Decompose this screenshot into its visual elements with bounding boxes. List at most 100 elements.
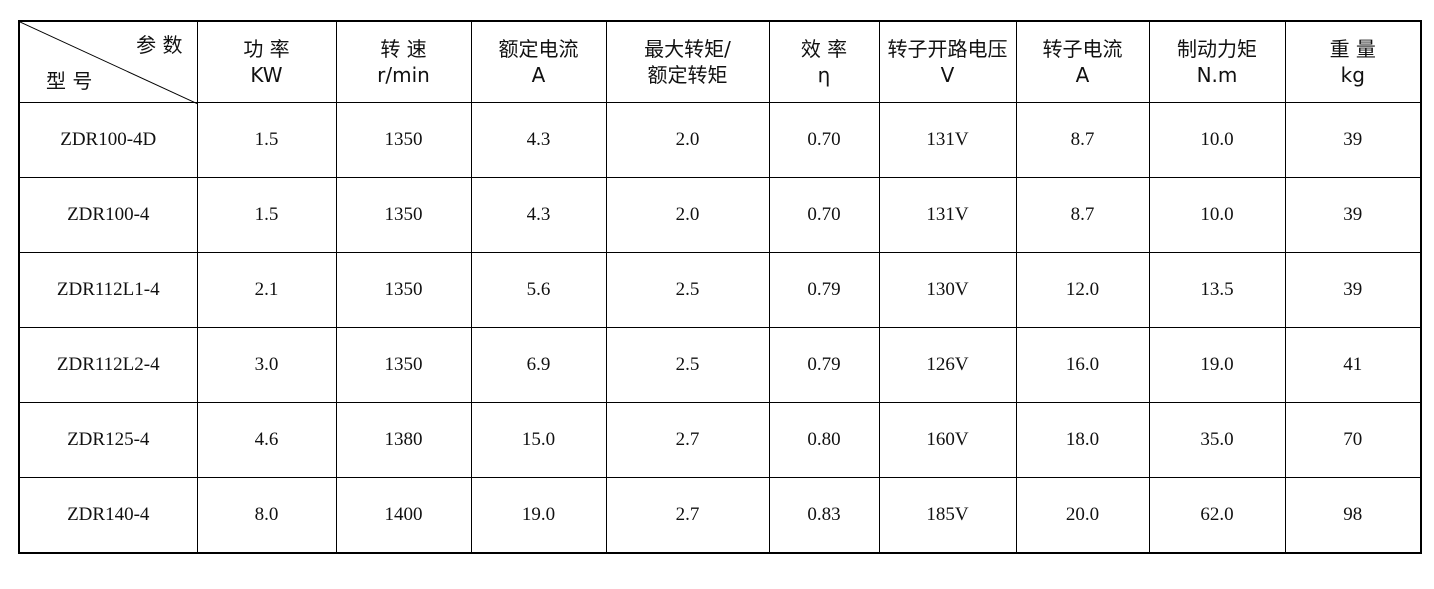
value-cell: 2.5 xyxy=(605,327,770,403)
header-line: N.m xyxy=(1196,63,1238,87)
header-cell: 功 率 KW xyxy=(196,20,337,103)
value-cell: 39 xyxy=(1284,252,1422,328)
header-line: 功 率 xyxy=(243,37,290,61)
value-cell: 0.79 xyxy=(768,252,880,328)
value-cell: 1.5 xyxy=(196,102,337,178)
value-cell: 98 xyxy=(1284,477,1422,554)
value-cell: 1350 xyxy=(335,102,472,178)
data-row: ZDR112L2-4 3.0 1350 6.9 2.5 0.79 126V 16.0 19.0 4… xyxy=(18,327,1422,403)
value-cell: 39 xyxy=(1284,177,1422,253)
model-cell: ZDR100-4 xyxy=(18,177,198,253)
value-cell: 41 xyxy=(1284,327,1422,403)
header-cell: 转子开路电压 V xyxy=(878,20,1017,103)
value-cell: 1400 xyxy=(335,477,472,554)
header-line: 额定转矩 xyxy=(647,63,728,87)
value-cell: 1.5 xyxy=(196,177,337,253)
header-line: V xyxy=(940,63,955,87)
header-cell: 重 量 kg xyxy=(1284,20,1422,103)
value-cell: 4.6 xyxy=(196,402,337,478)
header-line: A xyxy=(531,63,546,87)
value-cell: 126V xyxy=(878,327,1017,403)
value-cell: 20.0 xyxy=(1015,477,1150,554)
value-cell: 4.3 xyxy=(470,102,607,178)
value-cell: 18.0 xyxy=(1015,402,1150,478)
header-line: kg xyxy=(1340,63,1365,87)
value-cell: 39 xyxy=(1284,102,1422,178)
header-cell: 转 速 r/min xyxy=(335,20,472,103)
header-line: 制动力矩 xyxy=(1177,37,1257,61)
value-cell: 0.70 xyxy=(768,177,880,253)
corner-bottom: 型 号 xyxy=(46,69,93,93)
table-body: ZDR100-4D 1.5 1350 4.3 2.0 0.70 131V 8.7 10.0 39 Z… xyxy=(18,102,1422,554)
data-row: ZDR100-4 1.5 1350 4.3 2.0 0.70 131V 8.7 10.0 39 xyxy=(18,177,1422,253)
value-cell: 2.1 xyxy=(196,252,337,328)
value-cell: 8.0 xyxy=(196,477,337,554)
header-cell: 转子电流 A xyxy=(1015,20,1150,103)
value-cell: 70 xyxy=(1284,402,1422,478)
header-line: r/min xyxy=(377,63,430,87)
model-cell: ZDR125-4 xyxy=(18,402,198,478)
value-cell: 2.7 xyxy=(605,477,770,554)
value-cell: 35.0 xyxy=(1148,402,1286,478)
header-line: η xyxy=(817,63,831,87)
value-cell: 3.0 xyxy=(196,327,337,403)
value-cell: 12.0 xyxy=(1015,252,1150,328)
header-line: 转子电流 xyxy=(1042,37,1123,61)
header-line: 重 量 xyxy=(1329,37,1376,61)
model-cell: ZDR100-4D xyxy=(18,102,198,178)
data-row: ZDR100-4D 1.5 1350 4.3 2.0 0.70 131V 8.7 10.0 39 xyxy=(18,102,1422,178)
value-cell: 19.0 xyxy=(1148,327,1286,403)
value-cell: 15.0 xyxy=(470,402,607,478)
value-cell: 1380 xyxy=(335,402,472,478)
value-cell: 130V xyxy=(878,252,1017,328)
value-cell: 1350 xyxy=(335,327,472,403)
value-cell: 2.5 xyxy=(605,252,770,328)
value-cell: 10.0 xyxy=(1148,102,1286,178)
header-line: 效 率 xyxy=(800,37,848,61)
value-cell: 13.5 xyxy=(1148,252,1286,328)
value-cell: 6.9 xyxy=(470,327,607,403)
value-cell: 131V xyxy=(878,102,1017,178)
value-cell: 0.70 xyxy=(768,102,880,178)
header-line: A xyxy=(1075,63,1090,87)
header-line: 最大转矩/ xyxy=(644,37,731,61)
value-cell: 8.7 xyxy=(1015,177,1150,253)
header-line: 转 速 xyxy=(380,37,427,61)
value-cell: 1350 xyxy=(335,177,472,253)
corner-top: 参 数 xyxy=(136,33,183,57)
value-cell: 2.0 xyxy=(605,102,770,178)
value-cell: 10.0 xyxy=(1148,177,1286,253)
value-cell: 2.7 xyxy=(605,402,770,478)
value-cell: 19.0 xyxy=(470,477,607,554)
value-cell: 0.80 xyxy=(768,402,880,478)
value-cell: 0.83 xyxy=(768,477,880,554)
value-cell: 5.6 xyxy=(470,252,607,328)
value-cell: 185V xyxy=(878,477,1017,554)
header-cell: 额定电流 A xyxy=(470,20,607,103)
model-cell: ZDR140-4 xyxy=(18,477,198,554)
data-row: ZDR112L1-4 2.1 1350 5.6 2.5 0.79 130V 12.0 13.5 3… xyxy=(18,252,1422,328)
header-cell: 制动力矩 N.m xyxy=(1148,20,1286,103)
header-cell: 最大转矩/额定转矩 xyxy=(605,20,770,103)
header-line: 额定电流 xyxy=(498,37,579,61)
diagonal xyxy=(20,22,198,104)
data-row: ZDR140-4 8.0 1400 19.0 2.7 0.83 185V 20.0 62.0 98 xyxy=(18,477,1422,554)
value-cell: 2.0 xyxy=(605,177,770,253)
value-cell: 62.0 xyxy=(1148,477,1286,554)
value-cell: 16.0 xyxy=(1015,327,1150,403)
value-cell: 4.3 xyxy=(470,177,607,253)
value-cell: 0.79 xyxy=(768,327,880,403)
header-line: 转子开路电压 xyxy=(887,37,1008,61)
value-cell: 160V xyxy=(878,402,1017,478)
value-cell: 131V xyxy=(878,177,1017,253)
model-cell: ZDR112L2-4 xyxy=(18,327,198,403)
header-line: KW xyxy=(250,63,283,87)
value-cell: 1350 xyxy=(335,252,472,328)
value-cell: 8.7 xyxy=(1015,102,1150,178)
data-row: ZDR125-4 4.6 1380 15.0 2.7 0.80 160V 18.0 35.0 70 xyxy=(18,402,1422,478)
model-cell: ZDR112L1-4 xyxy=(18,252,198,328)
